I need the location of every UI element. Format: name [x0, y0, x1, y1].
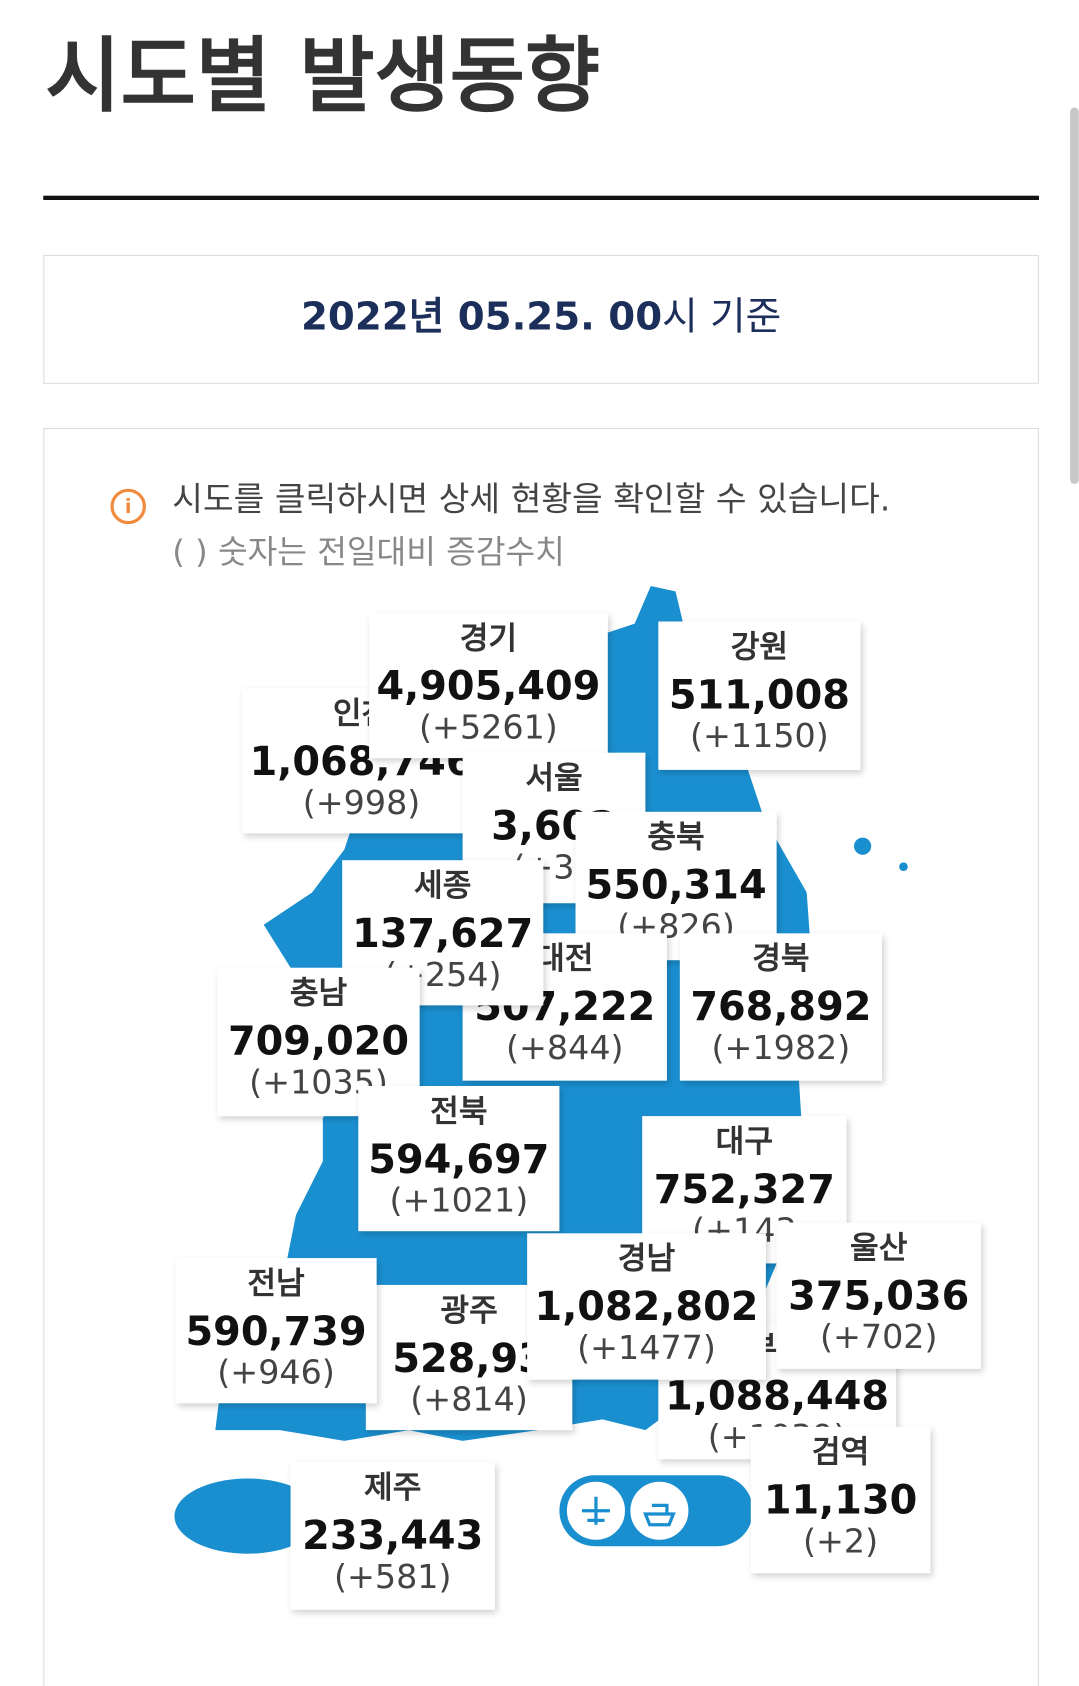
page-title: 시도별 발생동향 [45, 29, 600, 124]
region-name[interactable]: 검역 [812, 1435, 869, 1471]
region-diff[interactable]: (+2) [803, 1521, 878, 1560]
date-box [43, 254, 1039, 384]
region-count[interactable]: 752,327 [654, 1167, 835, 1213]
region-card[interactable] [175, 1258, 377, 1404]
title-rule [43, 195, 1039, 200]
scrollbar [1070, 107, 1079, 484]
info-icon [110, 488, 146, 525]
region-box[interactable]: 경기 4,905,409(+5261) [369, 612, 608, 759]
region-count[interactable]: 1,082,802 [535, 1284, 759, 1330]
region-diff[interactable]: (+844) [506, 1028, 624, 1067]
region-diff[interactable]: (+1982) [712, 1028, 851, 1067]
region-name[interactable]: 전남 [247, 1266, 305, 1302]
ulleung-island [854, 837, 872, 855]
region-name[interactable]: 대구 [716, 1124, 773, 1160]
region-name[interactable]: 울산 [850, 1230, 908, 1266]
port-icon [630, 1481, 689, 1540]
region-card[interactable] [358, 1086, 560, 1232]
region-count[interactable]: 233,443 [302, 1513, 483, 1559]
region-name[interactable]: 전북 [430, 1094, 487, 1130]
region-diff[interactable]: (+1477) [577, 1328, 716, 1367]
region-name[interactable]: 제주 [364, 1470, 421, 1506]
region-diff[interactable]: (+814) [410, 1380, 528, 1419]
region-card[interactable] [369, 612, 608, 759]
region-card[interactable] [658, 621, 861, 770]
region-count[interactable]: 594,697 [368, 1137, 549, 1183]
date-rest: 시 기준 [662, 294, 781, 339]
dokdo-island [899, 862, 908, 871]
region-name[interactable]: 경북 [752, 941, 809, 977]
region-box[interactable]: 강원 511,008(+1150) [658, 621, 861, 770]
region-count[interactable]: 528,93 [392, 1336, 545, 1382]
region-diff[interactable]: (+581) [334, 1557, 452, 1596]
region-count[interactable]: 137,627 [352, 911, 533, 957]
region-diff[interactable]: (+946) [217, 1353, 335, 1392]
region-diff[interactable]: (+1150) [690, 716, 829, 755]
region-card[interactable] [527, 1233, 766, 1380]
region-name[interactable]: 세종 [414, 868, 471, 904]
region-box[interactable]: 경남 1,082,802(+1477) [527, 1233, 766, 1380]
region-diff[interactable]: (+998) [303, 783, 421, 822]
region-count[interactable]: 4,905,409 [376, 664, 600, 710]
region-name[interactable]: 강원 [731, 629, 788, 665]
region-count[interactable]: 550,314 [585, 863, 766, 909]
region-count[interactable]: 768,892 [690, 984, 871, 1030]
region-name[interactable]: 경남 [618, 1241, 676, 1277]
region-name[interactable]: 충북 [647, 820, 704, 856]
region-diff[interactable]: (+5261) [419, 708, 558, 747]
region-box[interactable]: 울산 375,036(+702) [776, 1222, 981, 1369]
region-count[interactable]: 11,130 [764, 1478, 917, 1524]
region-box[interactable]: 전남 590,739(+946) [175, 1258, 377, 1404]
region-name[interactable]: 경기 [460, 621, 517, 657]
region-diff[interactable]: (+702) [820, 1317, 938, 1356]
notice-text: 시도를 클릭하시면 상세 현황을 확인할 수 있습니다. [172, 480, 890, 519]
region-name[interactable]: 광주 [440, 1293, 497, 1329]
region-count[interactable]: 511,008 [669, 672, 850, 718]
region-box[interactable]: 제주 233,443(+581) [290, 1462, 495, 1610]
region-count[interactable]: 709,020 [228, 1019, 409, 1065]
notice-subtext: ( ) 숫자는 전일대비 증감수치 [172, 533, 565, 571]
airport-glyph [581, 1496, 610, 1525]
region-card[interactable] [750, 1426, 931, 1574]
region-count[interactable]: 590,739 [186, 1309, 367, 1355]
region-box[interactable]: 전북 594,697(+1021) [358, 1086, 560, 1232]
region-card[interactable] [290, 1462, 495, 1610]
region-box[interactable]: 경북 768,892(+1982) [679, 933, 882, 1081]
jeju-island [174, 1478, 321, 1554]
region-boxes: 인천1,068,746(+998)경기4,905,409(+5261)강원511… [175, 612, 981, 1610]
date-emphasis: 2022년 05.25. 00 [301, 294, 662, 339]
region-name[interactable]: 대전 [536, 941, 593, 977]
region-count[interactable]: 1,088,448 [665, 1373, 889, 1419]
port-glyph [643, 1503, 676, 1527]
info-icon-mark: i [125, 495, 132, 518]
region-box[interactable]: 검역 11,130(+2) [750, 1426, 931, 1574]
region-card[interactable] [679, 933, 882, 1081]
region-card[interactable] [776, 1222, 981, 1369]
date-text: 2022년 05.25. 00시 기준 [301, 294, 781, 339]
region-name[interactable]: 서울 [525, 761, 582, 797]
region-diff[interactable]: (+1021) [389, 1181, 528, 1220]
region-count[interactable]: 375,036 [788, 1273, 969, 1319]
region-name[interactable]: 충남 [290, 976, 348, 1012]
